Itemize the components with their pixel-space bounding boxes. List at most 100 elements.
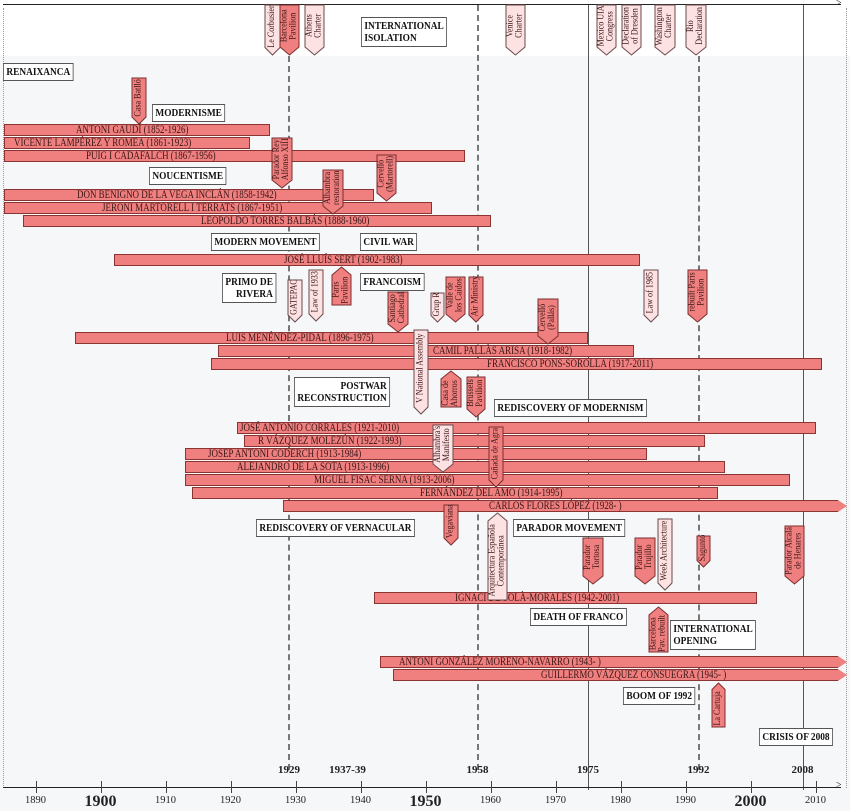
axis-tick xyxy=(295,781,297,793)
event-label: Week Architecture xyxy=(659,520,670,582)
event-label: Sagunto xyxy=(697,535,708,562)
period-label: DEATH OF FRANCO xyxy=(530,608,627,626)
axis-year-label: 1940 xyxy=(350,795,371,806)
down-pointer-shape xyxy=(634,537,656,585)
architect-bar: JOSÉ ANTONIO CORRALES (1921-2010) xyxy=(237,422,816,434)
down-pointer-shape xyxy=(687,269,707,323)
top-axis-line xyxy=(3,4,841,5)
left-border xyxy=(3,8,4,788)
axis-year-label: 1960 xyxy=(480,795,501,806)
architect-label: GUILLERMO VÁZQUEZ CONSUEGRA (1945- ) xyxy=(541,669,727,681)
event-label: Law of 1933 xyxy=(310,271,321,313)
event-marker: Arquitectura Española Contemporánea xyxy=(487,512,507,601)
event-marker: Mexico UIA Congress xyxy=(596,4,616,56)
event-marker: Paris Pavilion xyxy=(331,266,351,306)
up-pointer-shape xyxy=(331,266,351,306)
period-label: REDISCOVERY OF VERNACULAR xyxy=(256,519,415,537)
down-pointer-shape xyxy=(685,4,707,56)
event-marker: Athens Charter xyxy=(304,4,324,56)
down-pointer-shape xyxy=(443,504,459,546)
event-marker: Parador Alcalá de Henares xyxy=(784,525,804,585)
axis-tick xyxy=(35,781,37,793)
architect-label: FERNÁNDEZ DEL AMO (1914-1995) xyxy=(420,487,563,499)
down-pointer-shape xyxy=(488,426,504,488)
axis-tick xyxy=(490,781,492,793)
axis-tick xyxy=(750,781,752,793)
architect-label: CAMIL PALLÀS ARISA (1918-1982) xyxy=(433,345,573,357)
event-label: Alhambra's Manifesto xyxy=(433,426,452,463)
axis-year-label: 2010 xyxy=(805,795,826,806)
axis-year-label: 1900 xyxy=(84,793,117,810)
axis-year-label: 1980 xyxy=(610,795,631,806)
period-label: RENAIXANCA xyxy=(3,63,74,81)
down-pointer-shape xyxy=(696,535,710,568)
event-marker: Parador Tortosa xyxy=(582,537,604,585)
architect-bar: JOSÉ LLUÍS SERT (1902-1983) xyxy=(113,254,640,266)
event-label: La Cartuja xyxy=(712,691,723,726)
event-label: Brussels Pavilion xyxy=(466,379,485,407)
event-label: Rio Declaration xyxy=(686,7,705,45)
axis-tick xyxy=(685,781,687,793)
up-pointer-shape xyxy=(487,512,507,601)
event-marker: Barcelona Pav. rebuilt xyxy=(648,606,668,653)
up-pointer-shape xyxy=(648,606,668,653)
period-label: REDISCOVERY OF MODERNISM xyxy=(494,399,647,417)
architect-bar: PUIG I CADAFALCH (1867-1956) xyxy=(4,150,465,162)
event-label: Parador Trujillo xyxy=(635,544,654,570)
axis-year-label: 1890 xyxy=(25,795,46,806)
architect-label: JOSÉ ANTONIO CORRALES (1921-2010) xyxy=(240,422,400,434)
architect-bar: CARLOS FLORES LÓPEZ (1928- ) xyxy=(282,500,847,512)
axis-tick xyxy=(555,781,557,793)
event-marker: Declaration of Dresden xyxy=(621,4,641,56)
event-label: Casa Batlló xyxy=(133,78,144,117)
architect-label: ANTONI GONZÁLEZ MORENO-NAVARRO (1943- ) xyxy=(399,656,601,668)
event-label: Declaration of Dresden xyxy=(621,7,640,45)
event-marker: Alhambra's Manifesto xyxy=(432,424,454,473)
architect-label: MIGUEL FISAC SERNA (1913-2006) xyxy=(314,474,455,486)
down-pointer-shape xyxy=(264,4,280,56)
architect-bar: IGNACI DE SOLÀ-MORALES (1942-2001) xyxy=(373,592,757,604)
period-label: MODERNISME xyxy=(152,104,226,122)
period-label: CIVIL WAR xyxy=(360,233,418,251)
period-label: PARADOR MOVEMENT xyxy=(513,519,626,537)
event-marker: Law of 1985 xyxy=(643,269,659,323)
event-label: rebuilt Paris Pavilion xyxy=(687,272,706,312)
event-label: V National Assembly xyxy=(415,333,426,404)
architect-bar: R VÁZQUEZ MOLEZÚN (1922-1993) xyxy=(243,435,705,447)
architect-bar: MIGUEL FISAC SERNA (1913-2006) xyxy=(185,474,790,486)
down-pointer-shape xyxy=(308,269,324,322)
event-marker: Rio Declaration xyxy=(685,4,707,56)
event-label: Parador Alcalá de Henares xyxy=(784,527,803,575)
event-label: Venice Charter xyxy=(505,13,524,39)
event-label: Athens Charter xyxy=(304,13,323,39)
period-label: INTERNATIONAL OPENING xyxy=(670,620,757,650)
top-axis-arrow-icon: > xyxy=(836,0,842,9)
down-pointer-shape xyxy=(657,518,673,591)
down-pointer-shape xyxy=(445,276,465,323)
event-marker: Air Ministry xyxy=(468,276,484,323)
down-pointer-shape xyxy=(304,4,324,56)
axis-year-label: 2000 xyxy=(734,793,767,810)
architect-label: JOSÉ LLUÍS SERT (1902-1983) xyxy=(284,254,403,266)
event-marker: Parador Trujillo xyxy=(634,537,656,585)
architect-label: LUIS MENÉNDEZ-PIDAL (1896-1975) xyxy=(226,332,374,344)
down-pointer-shape xyxy=(468,276,484,323)
key-year-line xyxy=(697,56,700,770)
architect-label: JOSEP ANTONI CODERCH (1913-1984) xyxy=(208,448,362,460)
architect-bar: DON BENIGNO DE LA VEGA INCLÁN (1858-1942… xyxy=(4,189,374,201)
event-marker: Parador Rey Alfonso XIII xyxy=(271,137,293,189)
down-pointer-shape xyxy=(505,4,525,56)
architect-label: ALEJANDRO DE LA SOTA (1913-1996) xyxy=(237,461,390,473)
down-pointer-shape xyxy=(131,77,147,125)
event-label: Parador Tortosa xyxy=(583,544,602,570)
event-label: Mexico UIA Congress xyxy=(596,5,615,47)
architect-bar: LUIS MENÉNDEZ-PIDAL (1896-1975) xyxy=(74,332,588,344)
event-label: Cervelló (Pallás) xyxy=(538,303,557,332)
event-marker: Cervelló (Martorell) xyxy=(376,154,396,202)
axis-tick xyxy=(620,781,622,793)
event-marker: Le Corbusier xyxy=(264,4,280,56)
key-year-line xyxy=(588,5,589,790)
event-label: Grup R xyxy=(431,292,442,317)
event-marker: rebuilt Paris Pavilion xyxy=(687,269,707,323)
axis-tick xyxy=(165,781,167,793)
